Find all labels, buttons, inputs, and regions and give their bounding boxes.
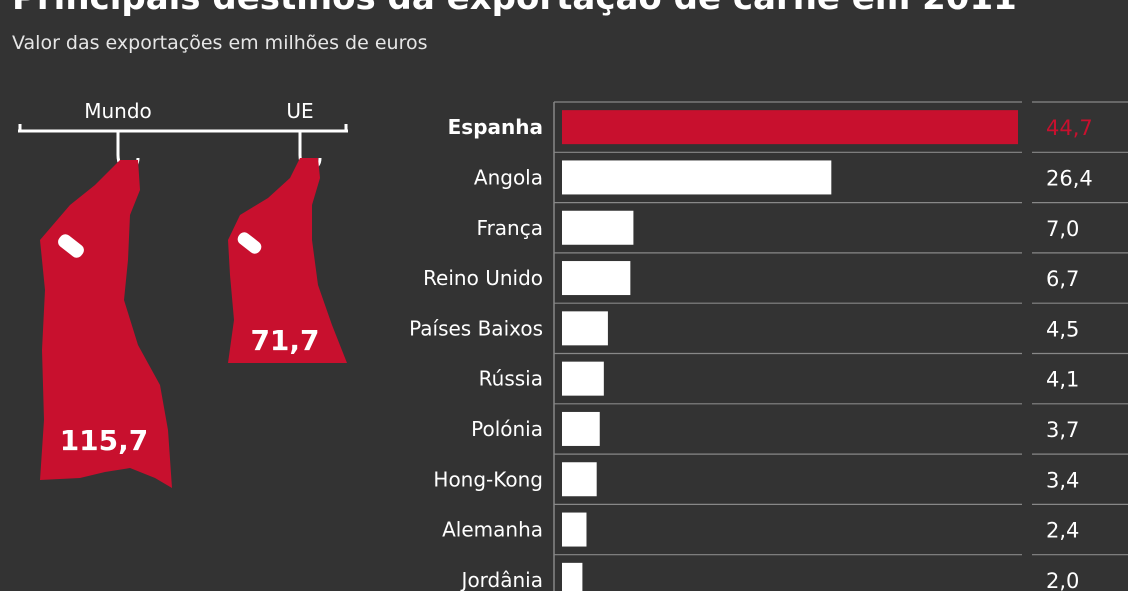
- bar-value-label: 44,7: [1046, 116, 1093, 140]
- bar: [562, 311, 608, 346]
- bar-category-label: Angola: [474, 165, 543, 189]
- bar-category-label: Hong-Kong: [433, 467, 543, 491]
- bar: [562, 411, 600, 446]
- bar-category-label: Espanha: [448, 115, 543, 139]
- bar-category-label: Alemanha: [442, 518, 543, 542]
- bar-value-label: 2,4: [1046, 519, 1079, 543]
- bar-value-label: 4,5: [1046, 317, 1079, 341]
- bar-value-label: 6,7: [1046, 267, 1079, 291]
- bar-category-label: Rússia: [479, 367, 543, 391]
- bar: [562, 110, 1018, 145]
- bar-value-label: 4,1: [1046, 368, 1079, 392]
- bar: [562, 361, 604, 396]
- pictogram-category-label: Mundo: [84, 99, 152, 123]
- bar: [562, 261, 631, 296]
- bar-chart: Espanha 44,7 Angola 26,4 França 7,0 Reino Unid…: [409, 101, 1128, 591]
- bar-value-label: 3,7: [1046, 418, 1079, 442]
- bar-value-label: 2,0: [1046, 569, 1079, 591]
- meat-cut-shape: [228, 158, 347, 363]
- chart-subtitle: Valor das exportações em milhões de euro…: [12, 32, 428, 54]
- bar-value-label: 26,4: [1046, 166, 1093, 190]
- hanger-pictogram: Mundo 115,7 UE 71,7: [18, 99, 348, 488]
- bar-category-label: Jordânia: [460, 568, 543, 591]
- chart-title: Principais destinos da exportação de car…: [12, 0, 1017, 18]
- pictogram-value-label: 71,7: [250, 324, 319, 357]
- bar-value-label: 3,4: [1046, 468, 1079, 492]
- bar-category-label: França: [477, 216, 543, 240]
- bar: [562, 562, 583, 591]
- bar: [562, 210, 634, 245]
- bar-category-label: Países Baixos: [409, 316, 543, 340]
- bar: [562, 512, 587, 547]
- bar-category-label: Polónia: [471, 417, 543, 441]
- bar-category-label: Reino Unido: [423, 266, 543, 290]
- fat-highlight-shape: [237, 232, 262, 254]
- bar-value-label: 7,0: [1046, 217, 1079, 241]
- bar: [562, 462, 597, 497]
- fat-highlight-shape: [58, 234, 84, 258]
- pictogram-category-label: UE: [286, 99, 313, 123]
- bar: [562, 160, 832, 195]
- pictogram-value-label: 115,7: [60, 424, 149, 457]
